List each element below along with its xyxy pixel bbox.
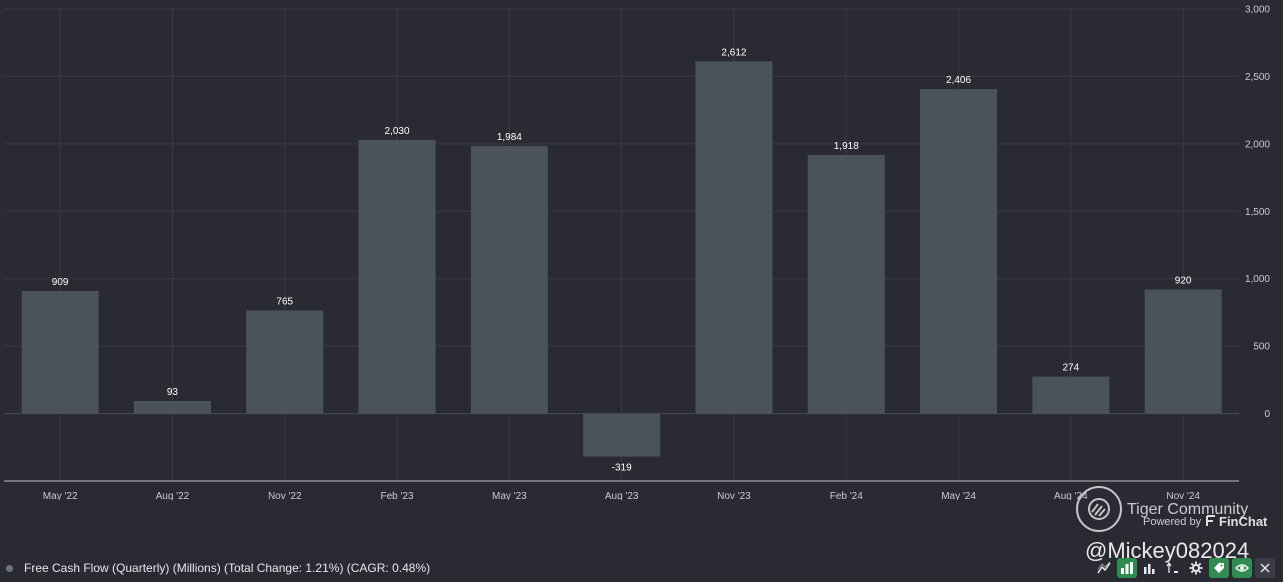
data-label: 274 bbox=[1063, 363, 1080, 374]
bar bbox=[358, 139, 436, 414]
legend-marker[interactable] bbox=[6, 564, 13, 572]
data-label: 93 bbox=[167, 387, 179, 398]
x-tick-label: Feb '23 bbox=[381, 491, 414, 500]
watermark-brand-text: FinChat bbox=[1219, 514, 1268, 529]
trend-icon[interactable] bbox=[1094, 558, 1114, 578]
x-tick-label: May '22 bbox=[43, 491, 78, 500]
close-icon[interactable] bbox=[1255, 558, 1275, 578]
bar-chart-icon[interactable] bbox=[1117, 558, 1137, 578]
chart-area: 909 93 765 2,030 1,984 -319 2,612 1,918 2,406 274… bbox=[4, 5, 1270, 500]
watermark-title: Tiger Community bbox=[1127, 501, 1249, 518]
scale-icon[interactable] bbox=[1163, 558, 1183, 578]
y-tick-label: 0 bbox=[1264, 409, 1270, 420]
eye-icon[interactable] bbox=[1232, 558, 1252, 578]
x-tick-label: May '24 bbox=[941, 491, 976, 500]
gear-icon[interactable] bbox=[1186, 558, 1206, 578]
bar bbox=[21, 290, 99, 414]
bar bbox=[920, 89, 998, 414]
data-label: 2,612 bbox=[721, 47, 746, 58]
watermark-powered-by: Powered by bbox=[1143, 516, 1202, 528]
finchat-logo-icon bbox=[1206, 515, 1216, 527]
y-tick-label: 3,000 bbox=[1245, 5, 1270, 16]
data-label: 1,984 bbox=[497, 132, 522, 143]
bar bbox=[583, 413, 661, 457]
y-tick-label: 1,000 bbox=[1245, 274, 1270, 285]
x-tick-label: Nov '24 bbox=[1166, 491, 1200, 500]
data-label: 2,030 bbox=[385, 126, 410, 137]
watermark-handle: @Mickey082024 bbox=[1085, 538, 1250, 563]
bar bbox=[133, 401, 211, 414]
x-tick-label: Aug '24 bbox=[1054, 491, 1088, 500]
y-tick-label: 500 bbox=[1253, 342, 1270, 353]
x-tick-label: Nov '22 bbox=[268, 491, 302, 500]
data-label: 2,406 bbox=[946, 75, 971, 86]
x-tick-label: Feb '24 bbox=[830, 491, 863, 500]
data-label: -319 bbox=[612, 463, 632, 474]
x-tick-label: May '23 bbox=[492, 491, 527, 500]
x-tick-label: Aug '22 bbox=[156, 491, 190, 500]
y-tick-label: 2,500 bbox=[1245, 72, 1270, 83]
y-tick-label: 1,500 bbox=[1245, 207, 1270, 218]
chart-footer: Free Cash Flow (Quarterly) (Millions) (T… bbox=[0, 554, 1283, 582]
data-label: 1,918 bbox=[834, 141, 859, 152]
chart-toolbar bbox=[1094, 557, 1275, 579]
watermark: Tiger Community Powered by FinChat bbox=[1074, 486, 1279, 534]
tag-icon[interactable] bbox=[1209, 558, 1229, 578]
y-tick-label: 2,000 bbox=[1245, 139, 1270, 150]
tiger-logo-icon bbox=[1076, 486, 1122, 532]
bar bbox=[807, 154, 885, 414]
bar bbox=[470, 146, 548, 414]
x-tick-label: Aug '23 bbox=[605, 491, 639, 500]
bar bbox=[1032, 376, 1110, 414]
bar bbox=[1144, 289, 1222, 414]
bar bbox=[246, 310, 324, 414]
x-tick-label: Nov '23 bbox=[717, 491, 751, 500]
data-label: 909 bbox=[52, 277, 69, 288]
legend-label[interactable]: Free Cash Flow (Quarterly) (Millions) (T… bbox=[24, 561, 431, 575]
watermark-brand: FinChat bbox=[1206, 514, 1267, 529]
column-chart-icon[interactable] bbox=[1140, 558, 1160, 578]
bar-chart: 909 93 765 2,030 1,984 -319 2,612 1,918 2,406 274… bbox=[4, 5, 1270, 500]
data-label: 765 bbox=[276, 296, 293, 307]
data-label: 920 bbox=[1175, 276, 1192, 287]
bar bbox=[695, 61, 773, 414]
